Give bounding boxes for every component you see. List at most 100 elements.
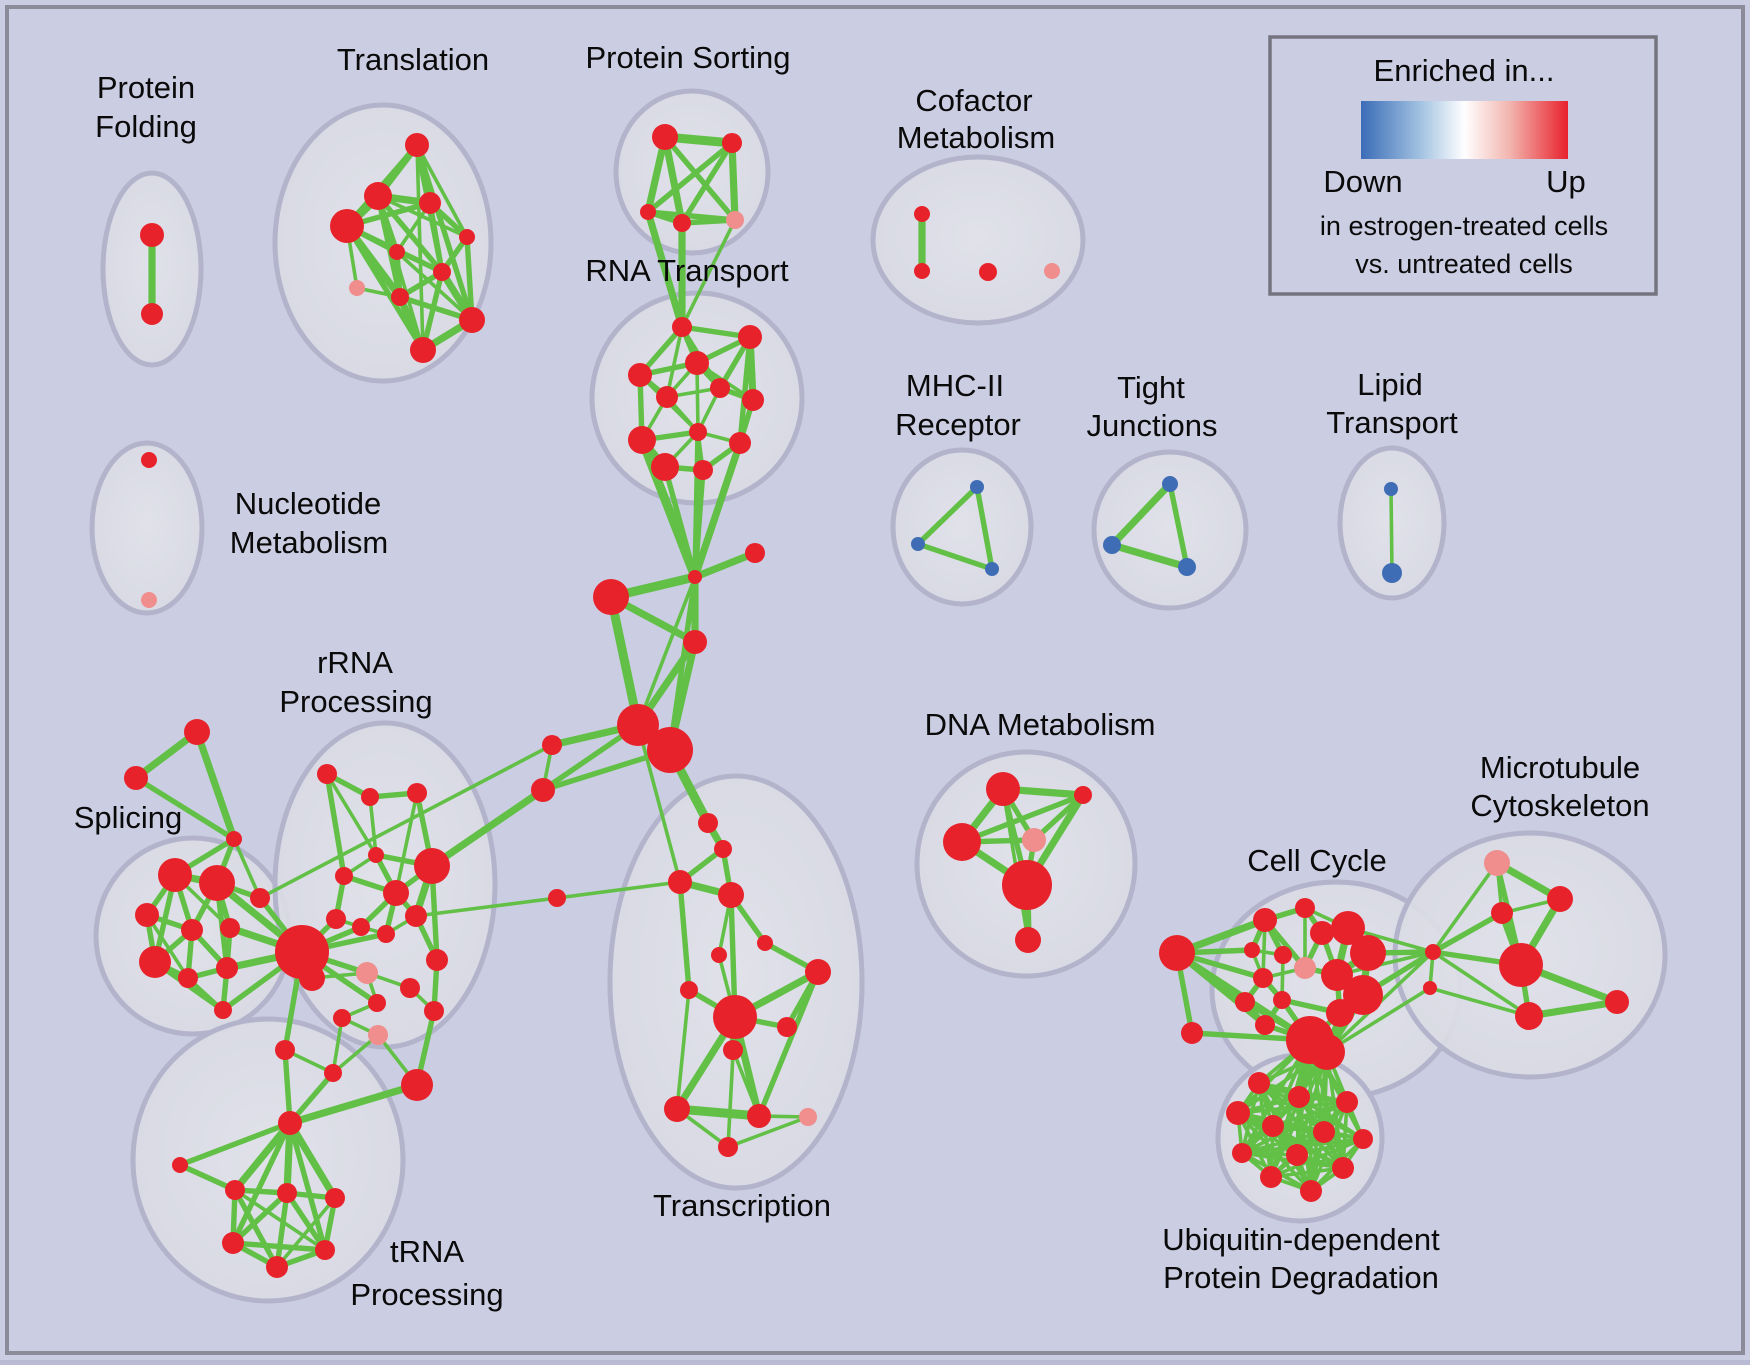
gene-set-node (693, 460, 713, 480)
overlap-edge (726, 1115, 810, 1149)
gene-set-node (943, 823, 981, 861)
overlap-edge (395, 250, 474, 322)
legend-subline-1: in estrogen-treated cells (1320, 211, 1608, 241)
gene-set-node (368, 994, 386, 1012)
gene-set-node (1044, 263, 1060, 279)
overlap-edge (1236, 1100, 1349, 1115)
overlap-edge (1108, 480, 1174, 549)
gene-set-node (426, 949, 448, 971)
overlap-edge (286, 1119, 339, 1202)
gene-set-node (673, 214, 691, 232)
gene-set-node (1002, 860, 1052, 910)
gene-set-node (1178, 558, 1196, 576)
gene-set-node (970, 480, 984, 494)
gene-set-node (688, 570, 702, 584)
cluster-label-mhc-ii-receptor: Receptor (895, 407, 1021, 442)
gene-set-node (1248, 1072, 1270, 1094)
overlap-edge (274, 1190, 290, 1270)
cluster-label-splicing: Splicing (74, 800, 183, 835)
gene-set-node (1074, 786, 1092, 804)
gene-set-node (1331, 911, 1365, 945)
gene-set-node (531, 778, 555, 802)
overlap-edge (675, 988, 691, 1111)
cluster-label-microtubule-cytoskeleton: Microtubule (1480, 750, 1640, 785)
overlap-edge (1240, 1130, 1326, 1155)
cluster-label-rrna-processing: rRNA (317, 645, 393, 680)
gene-set-node (401, 1069, 433, 1101)
gene-set-node (459, 307, 485, 333)
gene-set-node (410, 337, 436, 363)
gene-set-node (1286, 1144, 1308, 1166)
gene-set-node (315, 1240, 335, 1260)
overlap-edge (1335, 950, 1435, 977)
overlap-edge (368, 795, 378, 857)
overlap-edge (1525, 998, 1621, 1020)
overlap-edge (177, 1162, 238, 1193)
gene-set-node (651, 453, 679, 481)
cluster-label-lipid-transport: Transport (1326, 405, 1458, 440)
cluster-label-protein-sorting: Protein Sorting (585, 40, 790, 75)
gene-set-node (542, 735, 562, 755)
overlap-edge (1389, 487, 1394, 575)
cluster-label-ubiquitin-degradation: Ubiquitin-dependent (1162, 1222, 1440, 1257)
gene-set-node (680, 981, 698, 999)
overlap-edge (230, 1240, 328, 1253)
overlap-edge (1431, 950, 1531, 1018)
cluster-label-cofactor-metabolism: Metabolism (897, 120, 1056, 155)
gene-set-node (723, 1040, 743, 1060)
gene-set-node (424, 1001, 444, 1021)
gene-set-node (911, 537, 925, 551)
gene-set-node (1321, 959, 1353, 991)
cluster-ellipse-nucleotide-metabolism (89, 440, 205, 616)
gene-set-node (647, 727, 693, 773)
gene-set-node (1274, 946, 1292, 964)
gene-set-node (317, 764, 337, 784)
gene-set-node (799, 1108, 817, 1126)
gene-set-node (352, 918, 370, 936)
gene-set-node (250, 888, 270, 908)
gene-set-node (1310, 921, 1334, 945)
legend-up-label: Up (1546, 164, 1586, 199)
overlap-edge (258, 743, 554, 900)
gene-set-node (1181, 1022, 1203, 1044)
gene-set-node (383, 880, 409, 906)
overlap-edge (177, 1120, 293, 1168)
gene-set-node (1295, 898, 1315, 918)
overlap-edge (677, 879, 692, 993)
overlap-edge (133, 775, 237, 842)
cluster-label-translation: Translation (337, 42, 489, 77)
overlap-edge (325, 772, 378, 857)
gene-set-node (1353, 1129, 1373, 1149)
overlap-edge (282, 1047, 293, 1126)
overlap-edge (555, 880, 682, 900)
cluster-ellipse-trna-processing (130, 1016, 406, 1304)
overlap-edge (636, 723, 682, 884)
overlap-edge (1108, 541, 1191, 571)
gene-set-node (672, 317, 692, 337)
overlap-edge (680, 218, 737, 329)
gene-set-node (141, 303, 163, 325)
gene-set-node (718, 882, 744, 908)
cluster-label-dna-metabolism: DNA Metabolism (925, 707, 1156, 742)
gene-set-node (405, 133, 429, 157)
gene-set-node (330, 209, 364, 243)
gene-set-node (628, 363, 652, 387)
gene-set-node (220, 918, 240, 938)
gene-set-node (652, 124, 678, 150)
cluster-ellipse-tight-junctions (1091, 449, 1249, 611)
overlap-edge (661, 133, 686, 227)
gene-set-node (713, 995, 757, 1039)
gene-set-node (333, 1009, 351, 1027)
gene-set-node (405, 905, 427, 927)
gene-set-node (1244, 942, 1260, 958)
gene-set-node (1423, 981, 1437, 995)
gene-set-node (277, 1183, 297, 1203)
gene-set-node (683, 630, 707, 654)
overlap-edge (665, 325, 684, 399)
overlap-edge (420, 269, 445, 353)
cluster-label-microtubule-cytoskeleton: Cytoskeleton (1470, 788, 1649, 823)
cluster-label-nucleotide-metabolism: Metabolism (230, 525, 389, 560)
legend-box (1268, 35, 1658, 296)
gene-set-node (1491, 902, 1513, 924)
